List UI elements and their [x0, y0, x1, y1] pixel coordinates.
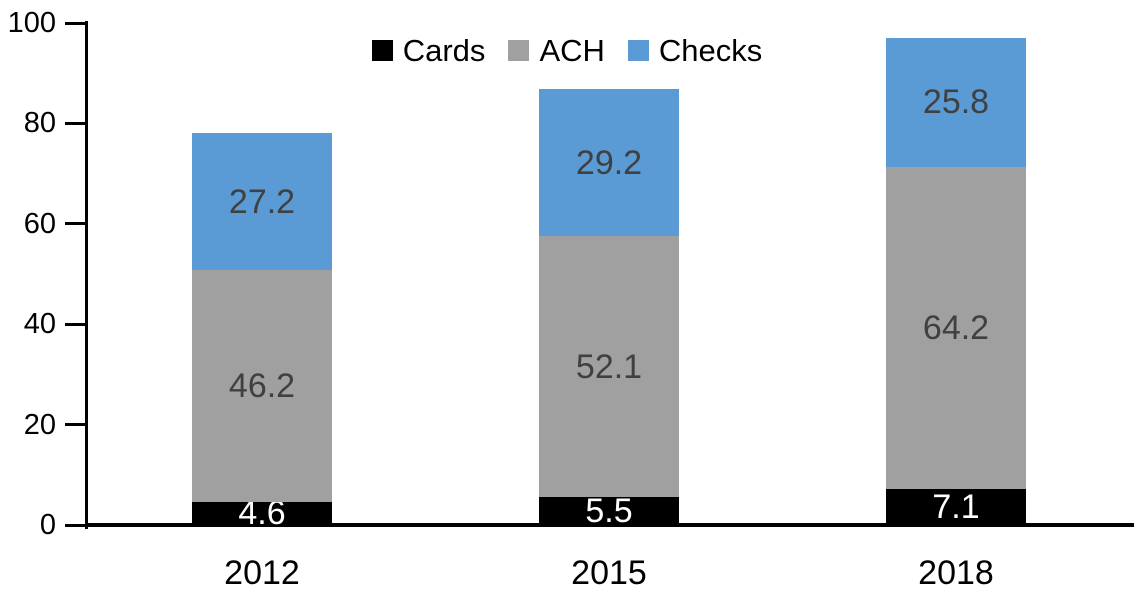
x-axis-line	[85, 523, 1134, 527]
y-axis-tick	[65, 322, 85, 326]
legend-swatch-checks-icon	[627, 39, 649, 61]
bar-segment-cards	[539, 497, 679, 525]
bar-value-label: 52.1	[575, 347, 643, 386]
bar-segment-checks	[539, 89, 679, 236]
y-axis-tick-label: 20	[23, 408, 56, 441]
x-axis-label: 2012	[224, 554, 300, 592]
bar-value-label: 27.2	[228, 182, 296, 221]
y-axis-tick-label: 100	[7, 7, 56, 39]
bar-segment-ach	[192, 269, 332, 502]
bar-value-label: 46.2	[228, 366, 296, 405]
bar-segment-cards	[886, 489, 1026, 525]
legend-label: Checks	[658, 32, 763, 68]
x-axis-label: 2015	[571, 554, 647, 592]
bar-value-label: 25.8	[922, 83, 990, 122]
bar-value-label: 29.2	[575, 143, 643, 182]
y-axis-tick-label: 80	[23, 107, 56, 140]
chart-legend: Cards ACH Checks	[0, 33, 1134, 67]
bar-segment-ach	[539, 235, 679, 498]
y-axis-tick-label: 40	[23, 308, 56, 341]
legend-item-cards: Cards	[371, 32, 486, 68]
x-axis-label: 2018	[918, 554, 994, 592]
legend-item-checks: Checks	[627, 32, 763, 68]
bar-value-label: 5.5	[585, 492, 633, 531]
legend-item-ach: ACH	[508, 32, 605, 68]
bar-value-label: 7.1	[932, 488, 980, 527]
bar-segment-cards	[192, 501, 332, 525]
y-axis-tick	[65, 222, 85, 226]
legend-swatch-cards-icon	[371, 39, 393, 61]
bar-segment-ach	[886, 167, 1026, 490]
legend-label: Cards	[402, 32, 486, 68]
bar-segment-checks	[886, 37, 1026, 168]
y-axis-tick-label: 0	[39, 509, 56, 541]
bar-value-label: 4.6	[238, 494, 286, 533]
bar-value-label: 64.2	[922, 309, 990, 348]
legend-label: ACH	[539, 32, 605, 68]
y-axis-tick	[65, 121, 85, 125]
bar-segment-checks	[192, 133, 332, 270]
y-axis-tick	[65, 423, 85, 427]
y-axis-tick-label: 60	[23, 207, 56, 240]
y-axis-line	[85, 21, 88, 529]
y-axis-tick	[65, 523, 85, 527]
legend-swatch-ach-icon	[508, 39, 530, 61]
y-axis-tick	[65, 21, 85, 25]
